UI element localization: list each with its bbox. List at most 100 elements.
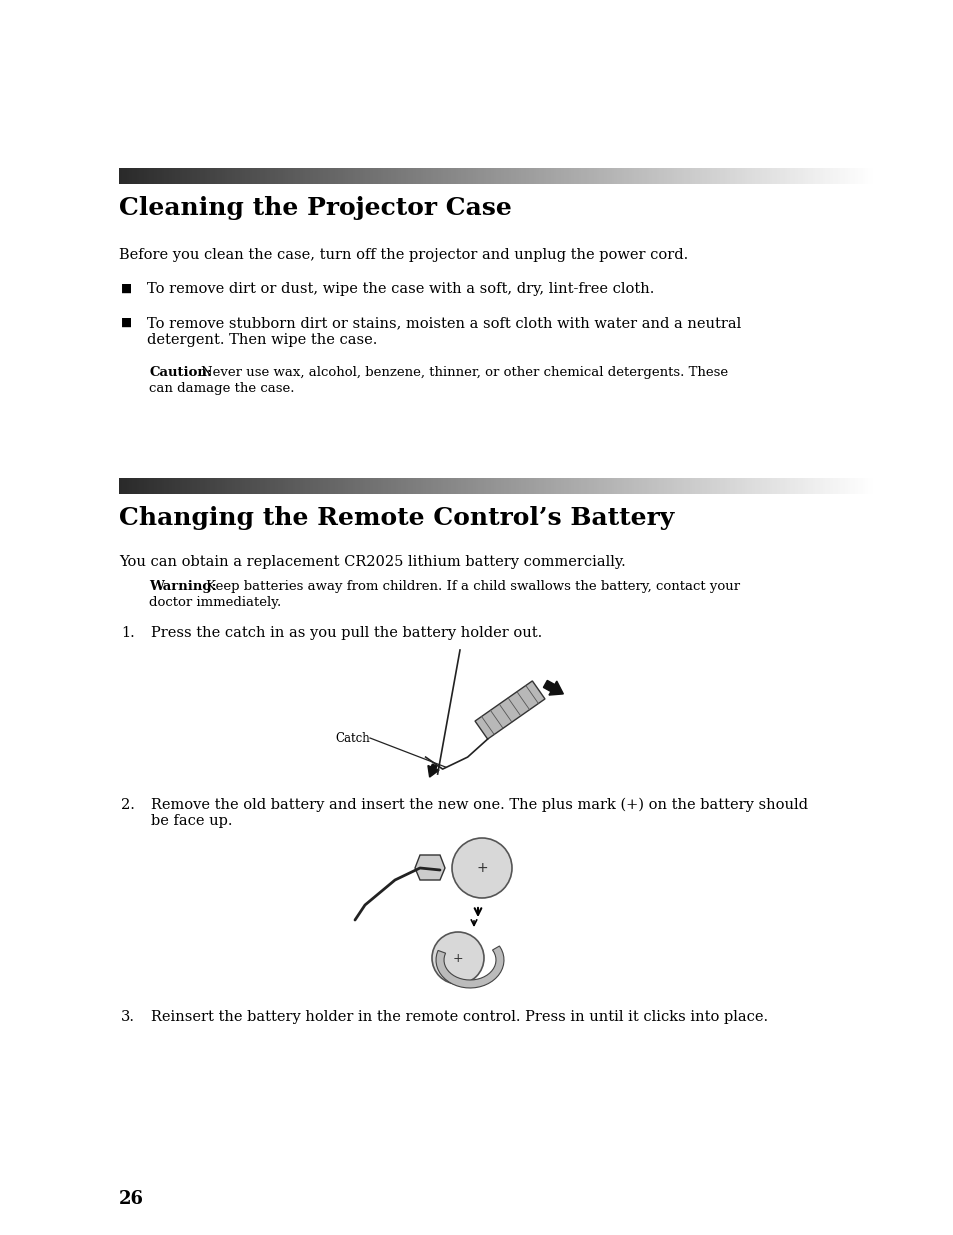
Bar [794,478,797,494]
Bar [480,478,483,494]
Polygon shape [475,680,544,739]
Bar [174,478,177,494]
Bar [250,168,253,184]
Bar [674,168,677,184]
Bar [182,478,184,494]
Bar [814,168,817,184]
Bar [265,478,267,494]
Bar [390,478,393,494]
Bar [609,168,611,184]
Bar [428,478,431,494]
Bar [485,168,488,184]
Bar [757,478,759,494]
Bar [345,478,348,494]
Bar [297,478,300,494]
Bar [536,478,538,494]
Bar [233,168,234,184]
Bar [234,168,237,184]
Bar [769,478,772,494]
Bar [772,478,774,494]
Bar [629,478,631,494]
Bar [523,478,526,494]
Bar [809,478,812,494]
Bar [591,478,594,494]
Bar [436,168,437,184]
Bar [170,168,172,184]
Bar [594,168,596,184]
Bar [245,478,247,494]
Bar [498,168,500,184]
Bar [503,168,506,184]
Bar [531,478,534,494]
Bar [841,168,844,184]
Bar [800,478,801,494]
Bar [543,478,546,494]
Bar [368,478,370,494]
Bar [526,478,528,494]
Bar [207,478,210,494]
Bar [669,478,671,494]
Text: Before you clean the case, turn off the projector and unplug the power cord.: Before you clean the case, turn off the … [119,248,688,262]
Bar [142,478,144,494]
Bar [761,478,764,494]
Bar [849,478,852,494]
Bar [300,168,302,184]
Bar [643,168,646,184]
Bar [335,478,337,494]
Bar [440,168,443,184]
Bar [375,478,377,494]
Bar [534,168,536,184]
Bar [534,478,536,494]
Bar [488,168,491,184]
Bar [606,168,608,184]
Bar [749,168,752,184]
Bar [744,168,746,184]
Bar [273,168,274,184]
Text: Cleaning the Projector Case: Cleaning the Projector Case [119,196,512,220]
Bar [551,478,554,494]
Bar [237,168,239,184]
Bar [669,168,671,184]
Bar [560,168,563,184]
Bar [172,168,174,184]
Bar [147,168,150,184]
Text: Keep batteries away from children. If a child swallows the battery, contact your: Keep batteries away from children. If a … [206,580,740,593]
Bar [317,168,320,184]
Bar [663,478,666,494]
Bar [150,168,152,184]
Bar [132,478,134,494]
Bar [425,478,428,494]
Bar [397,168,400,184]
Bar [777,478,780,494]
Bar [119,478,122,494]
Bar [746,478,749,494]
Bar [860,168,862,184]
Bar [528,478,531,494]
Bar [230,478,233,494]
Bar [370,478,373,494]
Bar [262,168,265,184]
Bar [413,478,416,494]
Bar [267,478,270,494]
Bar [571,478,574,494]
Bar [663,168,666,184]
Bar [365,168,368,184]
Bar [302,168,305,184]
Bar [190,168,192,184]
Bar [699,478,701,494]
Bar [546,478,548,494]
Bar [574,168,576,184]
Bar [400,168,403,184]
Bar [586,478,588,494]
Bar [528,168,531,184]
Bar [357,478,360,494]
Bar [752,168,754,184]
Bar [709,168,711,184]
Bar [413,168,416,184]
Bar [124,478,127,494]
Bar [857,478,860,494]
Bar [136,478,139,494]
Text: doctor immediately.: doctor immediately. [149,597,281,609]
Bar [342,168,345,184]
FancyArrow shape [428,764,438,777]
